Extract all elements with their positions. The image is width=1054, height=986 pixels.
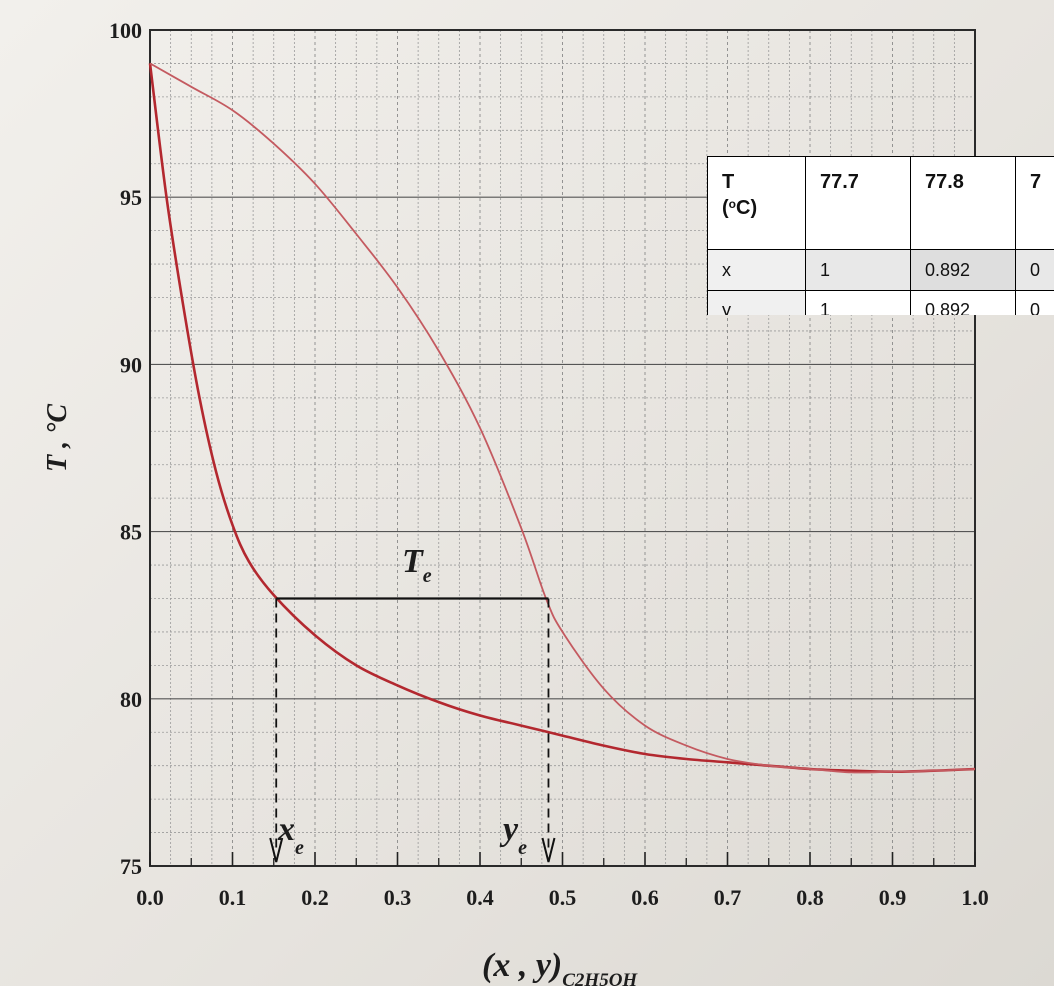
x-axis-title: (x , y)C2H5OH <box>482 947 638 986</box>
y-tick-label: 95 <box>120 185 142 210</box>
axis-ticks <box>149 852 976 866</box>
x-axis-title-sub: C2H5OH <box>562 970 638 986</box>
data-table-overlay: T (oC) 77.7 77.8 7 x 1 0.892 0 y 1 0,892… <box>707 156 1054 315</box>
table-header-cell: 7 <box>1015 156 1054 250</box>
y-axis-title: T , °C <box>42 404 73 472</box>
table-cell: 0 <box>1015 249 1054 291</box>
x-tick-label: 0.8 <box>796 885 824 910</box>
table-header-unit: (oC) <box>722 197 758 219</box>
x-tick-label: 0.1 <box>219 885 247 910</box>
x-tick-label: 0.4 <box>466 885 494 910</box>
tie-line-label-sub: e <box>423 565 432 587</box>
table-cell: 0.892 <box>910 249 1016 291</box>
table-row-y: y 1 0,892 0 <box>707 290 1054 315</box>
marker-label-y: ye <box>499 811 527 859</box>
x-tick-label: 1.0 <box>961 885 989 910</box>
table-header-cell: 77.8 <box>910 156 1016 250</box>
y-tick-label: 85 <box>120 520 142 545</box>
x-tick-label: 0.7 <box>714 885 742 910</box>
table-header-label-cell: T (oC) <box>707 156 806 250</box>
y-tick-label: 90 <box>120 352 142 377</box>
table-header-cell: 77.7 <box>805 156 911 250</box>
x-tick-label: 0.9 <box>879 885 907 910</box>
y-tick-label: 100 <box>109 18 142 43</box>
x-tick-label: 0.2 <box>301 885 329 910</box>
table-row-label: x <box>707 249 806 291</box>
table-row-label: y <box>707 290 806 315</box>
marker-label-x-sub: e <box>295 837 304 859</box>
tie-line-label: Te <box>402 543 432 587</box>
x-tick-label: 0.0 <box>136 885 164 910</box>
marker-label-x: xe <box>277 811 304 859</box>
x-tick-label: 0.5 <box>549 885 577 910</box>
x-tick-labels: 0.0 0.1 0.2 0.3 0.4 0.5 0.6 0.7 0.8 0.9 1.0 <box>136 885 989 910</box>
marker-arrow <box>269 837 284 863</box>
marker-arrow <box>541 837 556 863</box>
y-tick-label: 75 <box>120 854 142 879</box>
table-cell: 0 <box>1015 290 1054 315</box>
table-row-x: x 1 0.892 0 <box>707 249 1054 291</box>
table-cell: 1 <box>805 290 911 315</box>
y-tick-label: 80 <box>120 687 142 712</box>
y-tick-labels: 75 80 85 90 95 100 <box>109 18 142 879</box>
marker-label-y-sub: e <box>518 837 527 859</box>
x-tick-label: 0.3 <box>384 885 412 910</box>
table-header-row: T (oC) 77.7 77.8 7 <box>707 156 1054 250</box>
data-table: T (oC) 77.7 77.8 7 x 1 0.892 0 y 1 0,892… <box>707 156 1054 315</box>
table-cell: 1 <box>805 249 911 291</box>
tie-line-group <box>269 597 556 863</box>
table-header-label: T <box>722 171 735 193</box>
x-tick-label: 0.6 <box>631 885 659 910</box>
table-cell: 0,892 <box>910 290 1016 315</box>
